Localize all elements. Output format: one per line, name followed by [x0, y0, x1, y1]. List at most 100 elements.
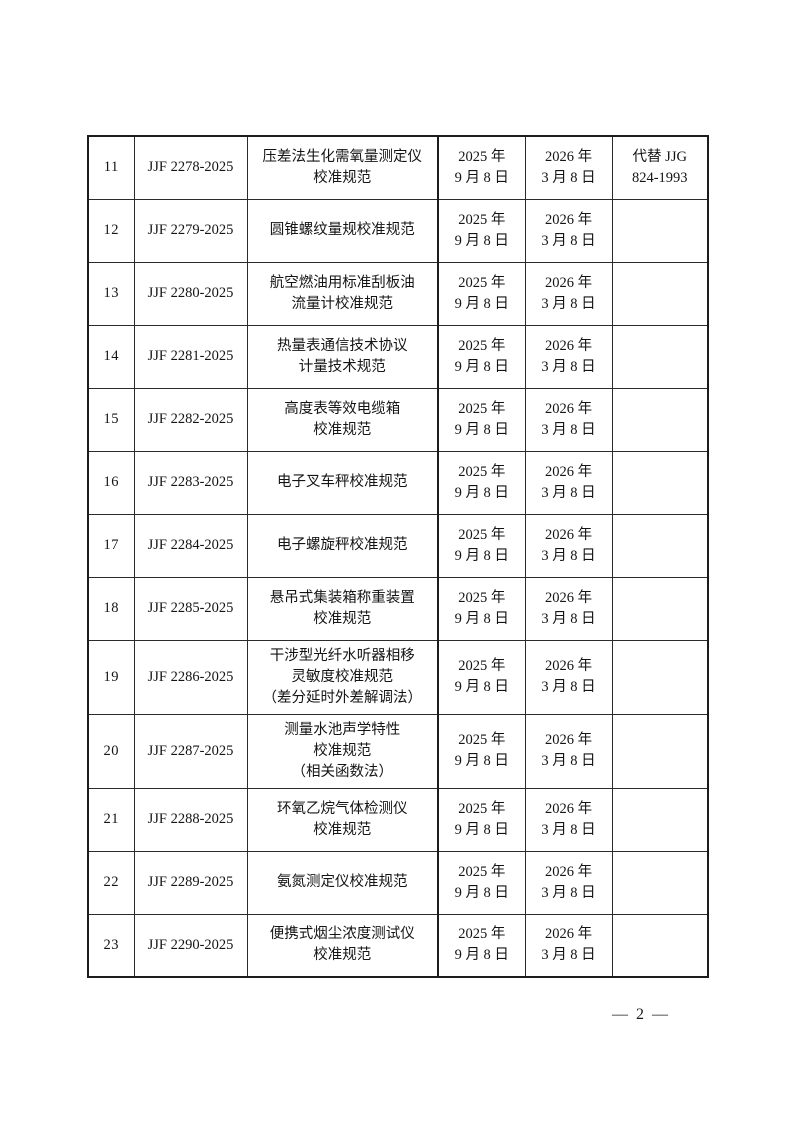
- spec-code-cell: JJF 2282-2025: [133, 387, 248, 452]
- cell-line: 悬吊式集装箱称重装置: [269, 589, 415, 606]
- remarks-cell: [611, 198, 709, 263]
- cell-line: 2025 年: [458, 274, 506, 291]
- table-row: 11 JJF 2278-2025 压差法生化需氧量测定仪 校准规范 2025 年 9…: [87, 135, 709, 200]
- cell-line: 便携式烟尘浓度测试仪: [269, 926, 415, 943]
- release-date-cell: 2025 年 9 月 8 日: [437, 450, 526, 515]
- cell-line: 2026 年: [544, 800, 593, 817]
- remarks-cell: [611, 713, 709, 789]
- table-row: 15 JJF 2282-2025 高度表等效电缆箱 校准规范 2025 年 9 月 …: [87, 387, 709, 452]
- cell-line: 2025 年: [458, 463, 506, 480]
- cell-line: 2025 年: [458, 863, 506, 880]
- implementation-date-cell: 2026 年 3 月 8 日: [524, 135, 613, 200]
- cell-line: 2025 年: [458, 337, 506, 354]
- cell-line: 电子叉车秤校准规范: [277, 474, 408, 490]
- release-date-cell: 2025 年 9 月 8 日: [437, 261, 526, 326]
- cell-line: 2025 年: [458, 400, 506, 417]
- cell-line: 2026 年: [544, 926, 593, 943]
- row-index-cell: 23: [87, 913, 135, 978]
- release-date-cell: 2025 年 9 月 8 日: [437, 713, 526, 789]
- cell-line: 3 月 8 日: [541, 232, 596, 249]
- cell-line: 9 月 8 日: [454, 947, 509, 964]
- spec-code-cell: JJF 2286-2025: [133, 639, 248, 715]
- cell-line: 2026 年: [544, 732, 593, 748]
- cell-line: 2025 年: [458, 658, 506, 674]
- cell-line: 2025 年: [458, 800, 506, 817]
- cell-line: 9 月 8 日: [454, 547, 509, 564]
- cell-line: 9 月 8 日: [454, 753, 509, 769]
- spec-code-cell: JJF 2283-2025: [133, 450, 248, 515]
- spec-title-cell: 便携式烟尘浓度测试仪 校准规范: [246, 913, 439, 978]
- row-index-cell: 14: [87, 324, 135, 389]
- cell-line: 校准规范: [313, 742, 372, 759]
- cell-line: 环氧乙烷气体检测仪: [277, 800, 408, 817]
- remarks-cell: [611, 787, 709, 852]
- cell-line: 2026 年: [544, 148, 593, 165]
- cell-line: 2025 年: [458, 148, 506, 165]
- spec-code-cell: JJF 2284-2025: [133, 513, 248, 578]
- cell-line: 干涉型光纤水听器相移: [269, 647, 415, 664]
- table-row: 12 JJF 2279-2025 圆锥螺纹量规校准规范 2025 年 9 月 8 …: [87, 198, 709, 263]
- cell-line: 3 月 8 日: [541, 821, 596, 838]
- cell-line: 3 月 8 日: [541, 295, 596, 312]
- spec-code-cell: JJF 2278-2025: [133, 135, 248, 200]
- spec-code-cell: JJF 2280-2025: [133, 261, 248, 326]
- cell-line: 3 月 8 日: [541, 484, 596, 501]
- remarks-cell: [611, 261, 709, 326]
- spec-code-cell: JJF 2285-2025: [133, 576, 248, 641]
- spec-code-cell: JJF 2279-2025: [133, 198, 248, 263]
- cell-line: 3 月 8 日: [541, 169, 596, 186]
- implementation-date-cell: 2026 年 3 月 8 日: [524, 913, 613, 978]
- implementation-date-cell: 2026 年 3 月 8 日: [524, 387, 613, 452]
- spec-code-cell: JJF 2281-2025: [133, 324, 248, 389]
- cell-line: 2026 年: [544, 337, 593, 354]
- cell-line: 2025 年: [458, 526, 506, 543]
- cell-line: 9 月 8 日: [454, 610, 509, 627]
- spec-title-cell: 热量表通信技术协议 计量技术规范: [246, 324, 439, 389]
- row-index-cell: 21: [87, 787, 135, 852]
- cell-line: 2026 年: [544, 589, 593, 606]
- cell-line: 3 月 8 日: [541, 610, 596, 627]
- implementation-date-cell: 2026 年 3 月 8 日: [524, 450, 613, 515]
- cell-line: 3 月 8 日: [541, 679, 596, 695]
- implementation-date-cell: 2026 年 3 月 8 日: [524, 198, 613, 263]
- cell-line: 3 月 8 日: [541, 753, 596, 769]
- table-row: 23 JJF 2290-2025 便携式烟尘浓度测试仪 校准规范 2025 年 9 …: [87, 913, 709, 978]
- spec-title-cell: 悬吊式集装箱称重装置 校准规范: [246, 576, 439, 641]
- table-row: 16 JJF 2283-2025 电子叉车秤校准规范 2025 年 9 月 8 日…: [87, 450, 709, 515]
- cell-line: 9 月 8 日: [454, 421, 509, 438]
- cell-line: 9 月 8 日: [454, 232, 509, 249]
- spec-code-cell: JJF 2289-2025: [133, 850, 248, 915]
- remarks-cell: [611, 450, 709, 515]
- cell-line: 2026 年: [544, 463, 593, 480]
- row-index-cell: 11: [87, 135, 135, 200]
- cell-line: 9 月 8 日: [454, 169, 509, 186]
- table-row: 18 JJF 2285-2025 悬吊式集装箱称重装置 校准规范 2025 年 9 …: [87, 576, 709, 641]
- row-index-cell: 16: [87, 450, 135, 515]
- cell-line: 圆锥螺纹量规校准规范: [269, 222, 415, 238]
- row-index-cell: 20: [87, 713, 135, 789]
- cell-line: 2025 年: [458, 589, 506, 606]
- cell-line: 2025 年: [458, 211, 506, 228]
- page-number: — 2 —: [612, 1006, 670, 1023]
- cell-line: 3 月 8 日: [541, 421, 596, 438]
- cell-line: 2025 年: [458, 926, 506, 943]
- release-date-cell: 2025 年 9 月 8 日: [437, 639, 526, 715]
- release-date-cell: 2025 年 9 月 8 日: [437, 913, 526, 978]
- remarks-cell: 代替 JJG 824-1993: [611, 135, 709, 200]
- cell-line: 2026 年: [544, 863, 593, 880]
- cell-line: 高度表等效电缆箱: [284, 400, 401, 417]
- cell-line: 2025 年: [458, 732, 506, 748]
- spec-title-cell: 高度表等效电缆箱 校准规范: [246, 387, 439, 452]
- release-date-cell: 2025 年 9 月 8 日: [437, 576, 526, 641]
- cell-line: 校准规范: [313, 610, 372, 627]
- cell-line: 测量水池声学特性: [284, 721, 401, 738]
- release-date-cell: 2025 年 9 月 8 日: [437, 135, 526, 200]
- table-row: 22 JJF 2289-2025 氨氮测定仪校准规范 2025 年 9 月 8 日…: [87, 850, 709, 915]
- implementation-date-cell: 2026 年 3 月 8 日: [524, 713, 613, 789]
- row-index-cell: 22: [87, 850, 135, 915]
- cell-line: 航空燃油用标准刮板油: [269, 274, 415, 291]
- spec-title-cell: 圆锥螺纹量规校准规范: [246, 198, 439, 263]
- table-row: 19 JJF 2286-2025 干涉型光纤水听器相移 灵敏度校准规范 （差分延时外…: [87, 639, 709, 715]
- cell-line: 9 月 8 日: [454, 884, 509, 901]
- release-date-cell: 2025 年 9 月 8 日: [437, 387, 526, 452]
